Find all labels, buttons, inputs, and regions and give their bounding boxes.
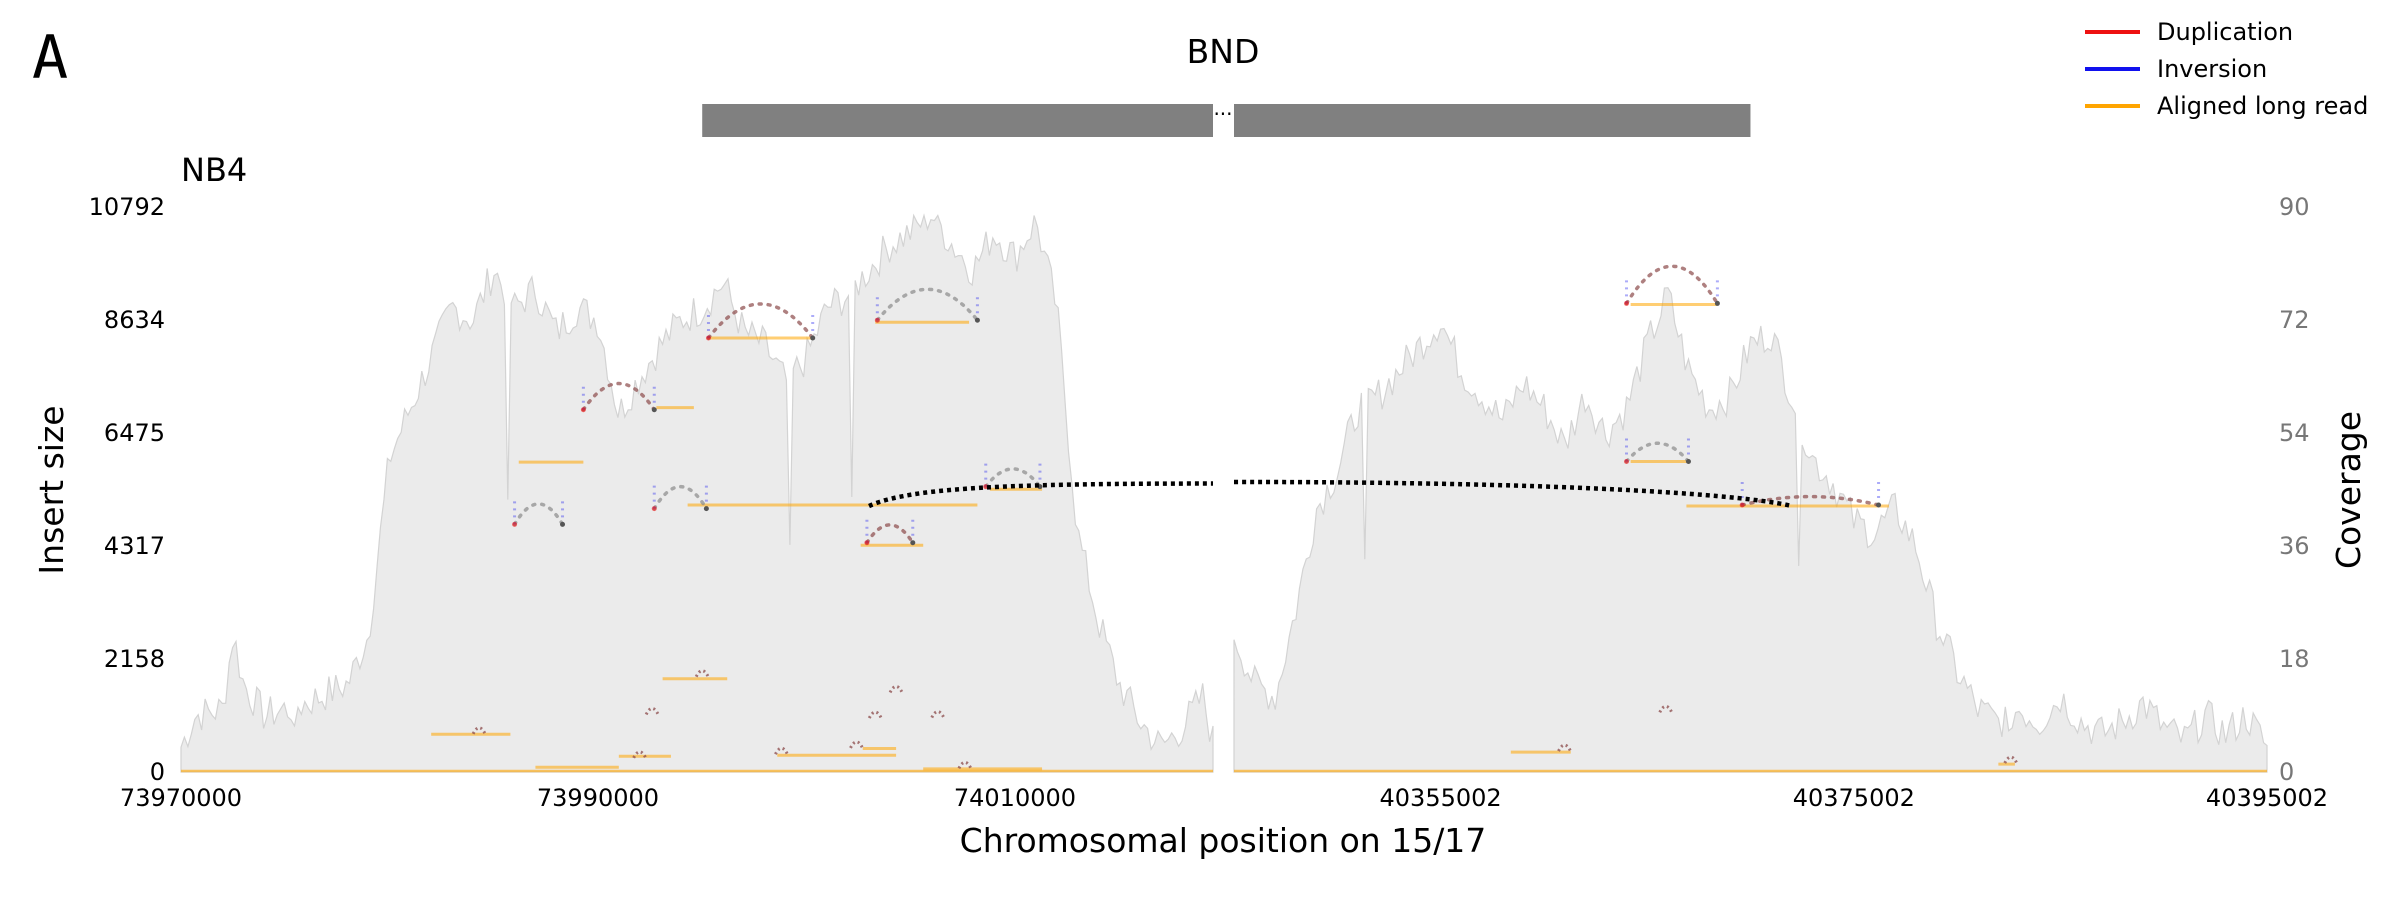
breakpoint-right-4 — [974, 317, 980, 323]
left-y-tick-label-5: 10792 — [89, 193, 165, 221]
x-tick-label-2-0: 40355002 — [1380, 784, 1502, 812]
x-axis-label: Chromosomal position on 15/17 — [960, 821, 1487, 860]
right-y-tick-label-5: 90 — [2279, 193, 2310, 221]
breakpoint-left-0 — [512, 521, 518, 527]
breakpoint-right-5 — [910, 540, 916, 546]
breakend-connection-1 — [868, 481, 1214, 509]
breakpoint-left-7 — [1623, 300, 1629, 306]
breakpoint-left-8 — [1623, 459, 1629, 465]
legend: Duplication Inversion Aligned long read — [2085, 18, 2368, 120]
breakend-connection-2 — [1233, 479, 1793, 509]
small-sv-mark-7 — [774, 746, 789, 755]
right-y-tick-label-3: 54 — [2279, 419, 2310, 447]
x-tick-label-2-1: 40375002 — [1793, 784, 1915, 812]
sv-arc-2 — [652, 484, 709, 511]
x-tick-label-1-0: 73970000 — [120, 784, 242, 812]
y-axis-label-right: Coverage — [2329, 411, 2368, 569]
left-y-tick-label-2: 4317 — [104, 532, 165, 560]
breakpoint-right-9 — [1876, 502, 1882, 508]
breakpoint-right-1 — [651, 407, 657, 413]
chart-title: BND — [1187, 32, 1260, 71]
arc-layer — [471, 264, 2019, 770]
x-tick-label-1-1: 73990000 — [537, 784, 659, 812]
sv-arc-4 — [875, 287, 980, 322]
small-sv-mark-10 — [1658, 704, 1674, 714]
coverage-layer — [180, 213, 2268, 773]
legend-label-2: Aligned long read — [2157, 92, 2368, 120]
left-y-tick-label-4: 8634 — [104, 306, 165, 334]
small-sv-mark-1 — [644, 706, 660, 716]
coverage-area-segment-2 — [1233, 287, 2268, 773]
small-sv-mark-0 — [471, 726, 487, 735]
sv-arc-6 — [984, 467, 1042, 489]
small-sv-mark-12 — [2003, 755, 2019, 764]
gene-bar-gap-ellipsis: ··· — [1213, 102, 1232, 126]
small-sv-mark-8 — [849, 740, 864, 749]
small-sv-mark-11 — [1557, 743, 1572, 752]
small-sv-mark-9 — [957, 760, 973, 770]
legend-label-0: Duplication — [2157, 18, 2293, 46]
breakpoint-right-0 — [560, 521, 566, 527]
right-y-tick-label-1: 18 — [2279, 645, 2310, 673]
sv-arc-1 — [581, 382, 657, 412]
small-sv-mark-6 — [632, 750, 648, 759]
gene-bar-segment-2 — [1234, 104, 1751, 137]
breakpoint-right-2 — [703, 506, 709, 512]
left-y-tick-label-1: 2158 — [104, 645, 165, 673]
small-sv-mark-3 — [867, 710, 883, 719]
sv-arc-0 — [512, 502, 565, 527]
breakpoint-left-2 — [651, 506, 657, 512]
left-y-tick-label-0: 0 — [150, 758, 165, 786]
small-sv-mark-2 — [694, 669, 710, 678]
right-y-tick-label-2: 36 — [2279, 532, 2310, 560]
right-y-tick-label-4: 72 — [2279, 306, 2310, 334]
gene-bar-layer: ··· — [702, 102, 1751, 137]
breakpoint-right-6 — [1037, 484, 1043, 490]
breakend-layer — [868, 479, 1793, 509]
x-tick-label-1-2: 74010000 — [954, 784, 1076, 812]
breakpoint-right-3 — [810, 335, 816, 341]
breakpoint-left-3 — [705, 335, 711, 341]
breakpoint-right-8 — [1685, 459, 1691, 465]
breakpoint-right-7 — [1714, 300, 1720, 306]
sv-arc-3 — [706, 302, 815, 340]
breakpoint-left-1 — [580, 407, 586, 413]
sv-arc-5 — [865, 523, 915, 545]
x-tick-label-2-2: 40395002 — [2206, 784, 2328, 812]
sv-arc-7 — [1624, 264, 1720, 306]
breakpoint-left-4 — [874, 317, 880, 323]
panel-label: A — [32, 23, 68, 93]
breakpoint-left-9 — [1739, 502, 1745, 508]
y-axis-label-left: Insert size — [32, 405, 71, 574]
gene-bar-segment-1 — [702, 104, 1213, 137]
right-y-tick-label-0: 0 — [2279, 758, 2294, 786]
small-sv-mark-4 — [888, 684, 904, 694]
long-read-layer — [181, 302, 2267, 773]
axis-layer: 0 2158 4317 6475 8634 10792 0 18 36 54 72 90 7397000… — [89, 193, 2328, 812]
breakpoint-left-5 — [864, 540, 870, 546]
left-y-tick-label-3: 6475 — [104, 419, 165, 447]
sample-label: NB4 — [181, 151, 247, 189]
sv-arc-8 — [1624, 441, 1691, 464]
small-sv-mark-5 — [930, 710, 946, 719]
legend-label-1: Inversion — [2157, 55, 2267, 83]
